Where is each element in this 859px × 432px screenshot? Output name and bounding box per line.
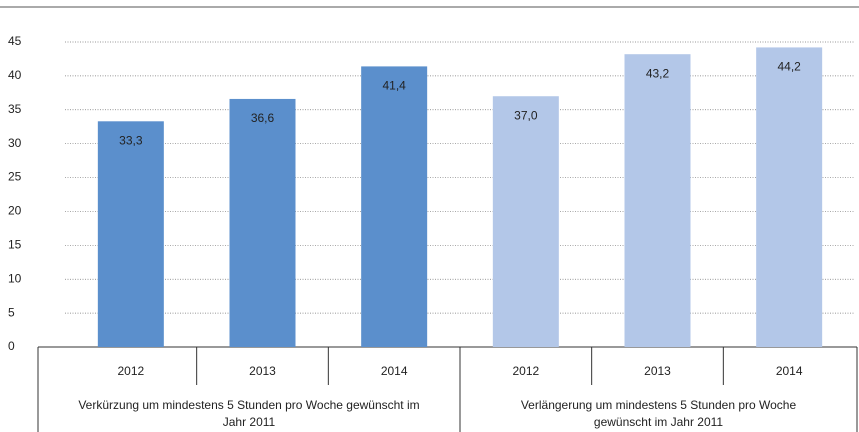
value-label: 43,2 [646, 66, 670, 80]
value-label: 44,2 [777, 60, 801, 74]
bar [229, 98, 296, 347]
y-tick-label: 35 [8, 102, 22, 116]
y-tick-label: 30 [8, 136, 22, 150]
value-label: 41,4 [382, 79, 406, 93]
group-label: Verkürzung um mindestens 5 Stunden pro W… [78, 398, 420, 429]
group-label: Verlängerung um mindestens 5 Stunden pro… [520, 398, 797, 429]
bar [624, 54, 691, 347]
y-tick-label: 20 [8, 204, 22, 218]
y-tick-label: 45 [8, 34, 22, 48]
x-tick-label: 2014 [381, 364, 408, 378]
bar [756, 47, 823, 348]
value-label: 33,3 [119, 133, 143, 147]
y-tick-label: 25 [8, 170, 22, 184]
y-tick-label: 15 [8, 238, 22, 252]
bar [97, 121, 164, 347]
x-tick-label: 2012 [117, 364, 144, 378]
x-tick-label: 2012 [512, 364, 539, 378]
x-tick-label: 2014 [776, 364, 803, 378]
bar [492, 96, 559, 347]
x-tick-label: 2013 [249, 364, 276, 378]
y-tick-label: 40 [8, 68, 22, 82]
value-label: 37,0 [514, 108, 538, 122]
y-tick-label: 0 [8, 339, 15, 353]
x-tick-label: 2013 [644, 364, 671, 378]
value-label: 36,6 [251, 111, 275, 125]
y-tick-label: 5 [8, 305, 15, 319]
y-tick-label: 10 [8, 271, 22, 285]
bar [361, 66, 428, 348]
